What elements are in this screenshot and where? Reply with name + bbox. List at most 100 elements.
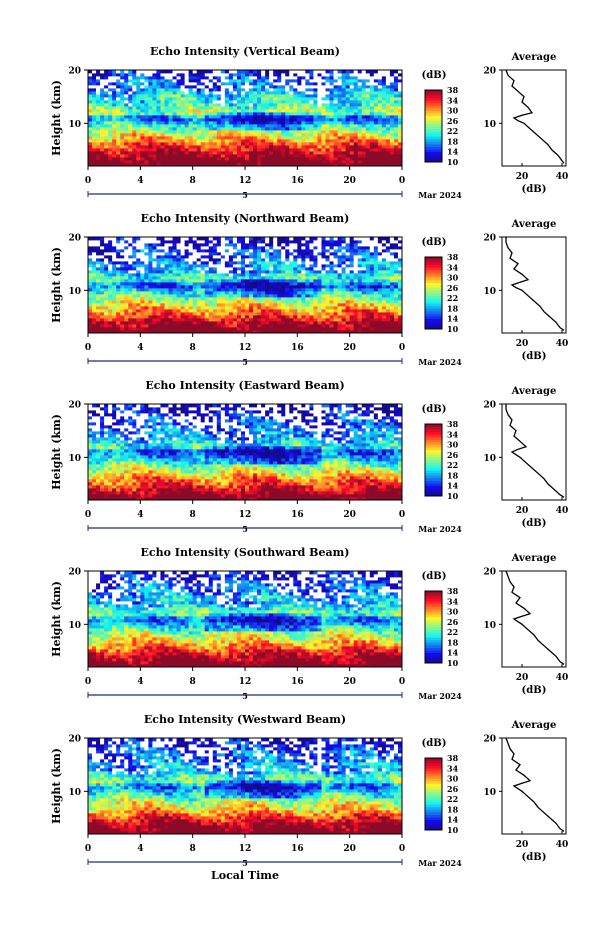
heatmap-cell: [104, 255, 109, 259]
heatmap-cell: [232, 318, 238, 322]
colorbar-band: [425, 159, 442, 163]
heatmap-cell: [212, 106, 218, 110]
heatmap-cell: [144, 127, 149, 131]
heatmap-cell: [369, 73, 375, 77]
heatmap-cell: [236, 121, 242, 125]
heatmap-cell: [369, 318, 375, 322]
heatmap-cell: [88, 255, 93, 259]
heatmap-cell: [96, 270, 101, 274]
heatmap-cell: [309, 127, 314, 131]
heatmap-cell: [112, 79, 117, 83]
colorbar-band: [425, 151, 442, 155]
heatmap-cell: [281, 136, 286, 140]
heatmap-cell: [385, 240, 391, 244]
heatmap-cell: [385, 82, 391, 86]
heatmap-cell: [196, 115, 202, 119]
heatmap-cell: [188, 133, 194, 137]
heatmap-cell: [108, 136, 113, 140]
heatmap-cell: [188, 324, 194, 328]
heatmap-cell: [92, 297, 97, 301]
heatmap-cell: [112, 130, 117, 134]
heatmap-cell: [281, 145, 286, 149]
heatmap-cell: [273, 133, 278, 137]
heatmap-cell: [104, 303, 109, 307]
heatmap-cell: [297, 91, 302, 95]
heatmap-cell: [245, 294, 250, 298]
heatmap-cell: [240, 270, 246, 274]
heatmap-cell: [204, 264, 210, 268]
heatmap-cell: [317, 160, 322, 164]
heatmap-cell: [317, 270, 322, 274]
heatmap-cell: [373, 136, 379, 140]
heatmap-cell: [136, 321, 141, 325]
heatmap-cell: [156, 103, 161, 107]
heatmap-cell: [120, 267, 125, 271]
heatmap-cell: [208, 121, 214, 125]
heatmap-cell: [353, 285, 359, 289]
heatmap-cell: [224, 124, 230, 128]
heatmap-cell: [385, 309, 391, 313]
heatmap-cell: [385, 291, 391, 295]
heatmap-cell: [108, 139, 113, 143]
heatmap-cell: [236, 321, 242, 325]
date-label: Mar 2024: [418, 190, 462, 200]
heatmap-cell: [100, 97, 105, 101]
heatmap-cell: [385, 285, 391, 289]
heatmap-cell: [240, 294, 246, 298]
heatmap-cell: [261, 127, 266, 131]
heatmap-cell: [120, 142, 125, 146]
heatmap-cell: [232, 103, 238, 107]
heatmap-cell: [329, 264, 334, 268]
heatmap-cell: [333, 142, 338, 146]
heatmap-cell: [297, 76, 302, 80]
heatmap-cell: [365, 82, 371, 86]
heatmap-cell: [269, 151, 274, 155]
heatmap-cell: [309, 148, 314, 152]
heatmap-cell: [269, 157, 274, 161]
heatmap-cell: [228, 324, 234, 328]
heatmap-cell: [269, 252, 274, 256]
heatmap-cell: [257, 297, 262, 301]
heatmap-cell: [269, 85, 274, 89]
heatmap-cell: [236, 85, 242, 89]
heatmap-cell: [124, 103, 129, 107]
heatmap-cell: [245, 154, 250, 158]
heatmap-cell: [373, 121, 379, 125]
heatmap-cell: [245, 151, 250, 155]
heatmap-cell: [245, 157, 250, 161]
heatmap-cell: [200, 82, 206, 86]
heatmap-cell: [325, 246, 330, 250]
heatmap-cell: [373, 252, 379, 256]
heatmap-cell: [140, 279, 145, 283]
heatmap-cell: [373, 303, 379, 307]
day-label: 5: [242, 190, 248, 200]
heatmap-cell: [361, 109, 367, 113]
heatmap-cell: [345, 157, 351, 161]
heatmap-cell: [317, 324, 322, 328]
heatmap-cell: [369, 279, 375, 283]
heatmap-cell: [164, 324, 169, 328]
heatmap-cell: [357, 133, 363, 137]
heatmap-cell: [337, 130, 343, 134]
heatmap-cell: [136, 136, 141, 140]
heatmap-cell: [156, 109, 161, 113]
heatmap-cell: [361, 306, 367, 310]
heatmap-cell: [325, 136, 330, 140]
heatmap-cell: [301, 324, 306, 328]
heatmap-cell: [377, 88, 383, 92]
heatmap-cell: [265, 303, 270, 307]
heatmap-cell: [341, 270, 347, 274]
heatmap-cell: [88, 82, 93, 86]
heatmap-cell: [365, 270, 371, 274]
heatmap-cell: [220, 91, 226, 95]
heatmap-cell: [285, 240, 290, 244]
heatmap-cell: [297, 94, 302, 98]
heatmap-cell: [184, 145, 190, 149]
heatmap-cell: [265, 261, 270, 265]
heatmap-cell: [176, 240, 181, 244]
heatmap-cell: [389, 312, 395, 316]
heatmap-cell: [289, 303, 294, 307]
heatmap-cell: [236, 139, 242, 143]
heatmap-cell: [112, 303, 117, 307]
heatmap-cell: [224, 303, 230, 307]
